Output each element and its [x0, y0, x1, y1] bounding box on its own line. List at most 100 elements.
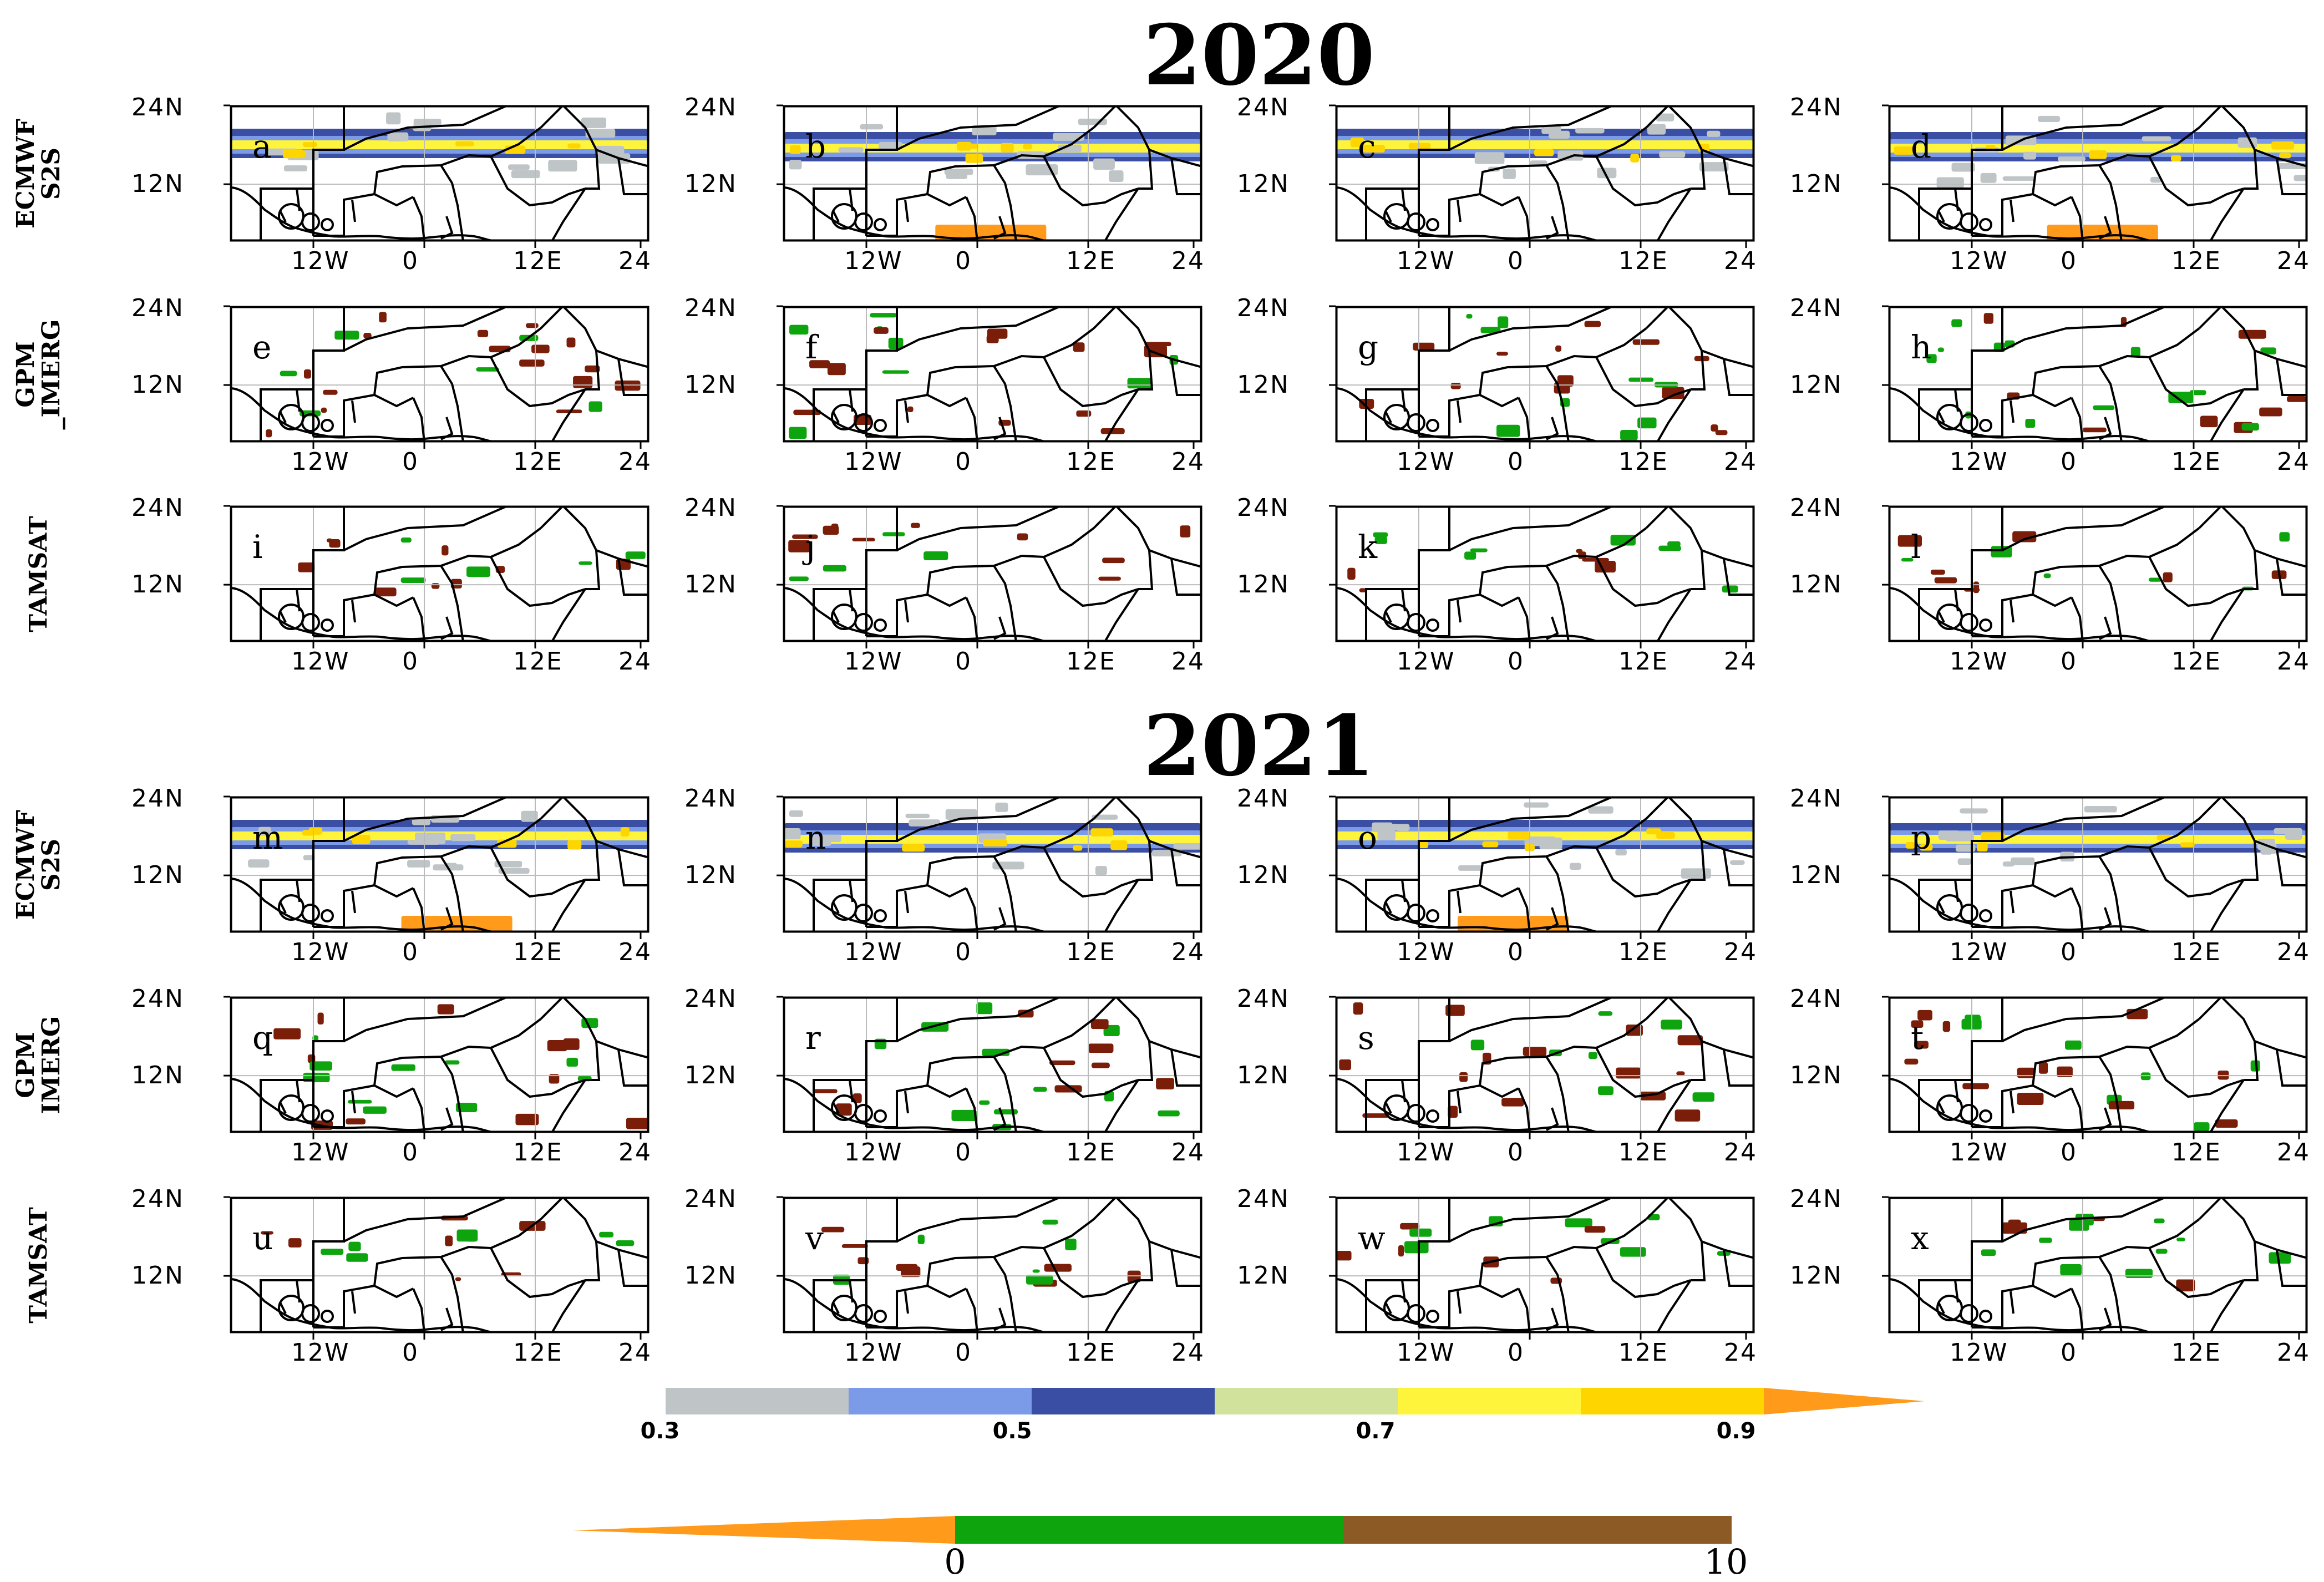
x-tick-label: 0	[402, 938, 419, 966]
panel-frame	[1335, 306, 1755, 443]
country-border	[313, 192, 414, 237]
x-tick-label: 24	[1724, 938, 1757, 966]
country-border	[2276, 849, 2307, 886]
precip-patch	[1598, 1011, 1613, 1016]
panel-letter: c	[1358, 128, 1376, 165]
y-tick-label: 12N	[131, 1261, 184, 1290]
panel-frame	[783, 996, 1202, 1133]
precip-patch	[1026, 1275, 1053, 1285]
country-border	[260, 879, 314, 932]
country-border	[813, 187, 867, 241]
precip-patch	[437, 1004, 454, 1015]
y-tick-label: 12N	[1237, 570, 1290, 599]
country-border	[1093, 997, 1117, 1020]
x-tick-label: 12W	[844, 247, 903, 275]
country-border	[2002, 306, 2166, 352]
precip-patch	[1711, 424, 1718, 432]
precip-patch	[346, 1253, 368, 1262]
panel-letter: a	[252, 128, 272, 165]
map-plot	[224, 1196, 649, 1340]
country-border	[1093, 1197, 1117, 1220]
precip-patch	[597, 153, 631, 164]
panel-letter: u	[252, 1219, 273, 1257]
precip-patch	[508, 164, 530, 170]
country-border	[2071, 1288, 2084, 1333]
precip-patch	[511, 170, 540, 179]
precip-patch	[1095, 866, 1107, 875]
precip-patch	[230, 845, 649, 849]
country-border	[1104, 879, 1139, 932]
lake-outline	[1426, 218, 1439, 231]
y-tick-label: 24N	[131, 93, 184, 121]
y-tick-label: 12N	[131, 1061, 184, 1090]
precip-patch	[1109, 170, 1124, 182]
country-border	[1419, 192, 1519, 237]
precip-patch	[1098, 576, 1121, 581]
colorbar-bottom-label: 10	[1704, 1542, 1748, 1582]
country-border	[1645, 1197, 1670, 1220]
country-border	[1645, 306, 1670, 329]
precip-patch	[788, 540, 810, 552]
x-tick-label: 0	[1508, 1338, 1524, 1367]
x-tick-label: 24	[1724, 647, 1757, 676]
map-plot	[777, 305, 1202, 449]
precip-patch	[983, 839, 1007, 847]
x-tick-label: 12W	[1397, 1138, 1455, 1167]
precip-patch	[407, 840, 440, 845]
country-border	[1545, 164, 1570, 241]
map-plot	[1329, 1196, 1755, 1340]
coastline	[1336, 387, 1602, 442]
country-border	[313, 884, 414, 928]
country-border	[2198, 105, 2222, 129]
precip-patch	[1496, 424, 1520, 437]
x-tick-label: 0	[955, 647, 972, 676]
precip-patch	[789, 427, 807, 439]
precip-patch	[2259, 407, 2282, 417]
precip-patch	[2176, 1238, 2185, 1241]
precip-patch	[860, 124, 884, 130]
precip-patch	[827, 363, 846, 376]
precip-patch	[1374, 536, 1387, 544]
country-border	[279, 1302, 287, 1314]
country-border	[1918, 588, 1973, 642]
precip-patch	[1508, 831, 1529, 840]
x-tick-label: 12E	[513, 448, 563, 476]
precip-patch	[1889, 132, 2307, 140]
precip-patch	[1001, 143, 1014, 153]
country-border	[2010, 600, 2015, 623]
country-border	[993, 216, 1007, 240]
country-border	[1645, 997, 1670, 1020]
precip-patch	[1409, 1228, 1432, 1237]
country-border	[1518, 397, 1531, 442]
precip-patch	[1662, 387, 1684, 399]
country-border	[2010, 199, 2015, 222]
precip-patch	[626, 1117, 649, 1129]
panel-frame	[1888, 1196, 2308, 1333]
map-panel: 24N 12N 12W 0 12E 24 j	[684, 496, 1204, 674]
country-border	[551, 1079, 586, 1133]
coastline	[231, 1278, 497, 1333]
country-border	[993, 616, 1007, 640]
country-border	[373, 1018, 542, 1086]
colorbar-bottom-label: 0	[944, 1542, 966, 1582]
country-border	[1971, 1197, 2003, 1280]
y-tick-label: 24N	[131, 294, 184, 322]
x-tick-label: 12W	[291, 448, 350, 476]
x-tick-label: 12E	[2171, 1138, 2221, 1167]
country-border	[1546, 616, 1559, 640]
country-border	[1384, 210, 1392, 222]
x-tick-label: 24	[2277, 647, 2310, 676]
map-plot	[777, 1196, 1202, 1340]
precip-patch	[789, 324, 809, 335]
country-border	[1918, 1279, 1973, 1333]
precip-patch	[789, 576, 809, 581]
country-border	[1418, 105, 1450, 189]
country-border	[2098, 855, 2123, 932]
precip-patch	[951, 1109, 977, 1122]
country-border	[1656, 1079, 1692, 1133]
country-border	[1918, 187, 1973, 241]
coastline	[1889, 1278, 2155, 1333]
panel-frame	[230, 505, 649, 642]
precip-patch	[248, 859, 270, 868]
country-border	[1419, 1084, 1519, 1128]
